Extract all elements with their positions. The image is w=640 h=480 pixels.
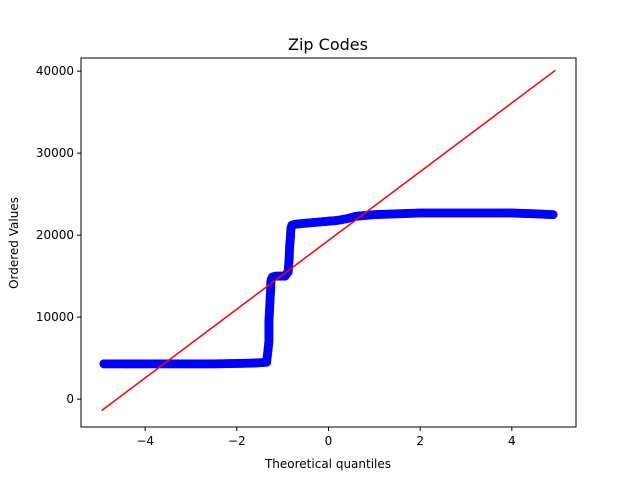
x-tick-label: −2 [228,434,246,448]
x-axis: −4 −2 0 2 4 [136,427,516,448]
y-tick-label: 20000 [36,228,74,242]
fit-line [101,69,556,412]
plot-area [80,57,577,428]
x-tick-label: 2 [416,434,424,448]
y-axis-label: Ordered Values [7,197,21,289]
reference-line [101,69,556,412]
y-tick-label: 40000 [36,64,74,78]
y-tick-label: 30000 [36,146,74,160]
chart-title: Zip Codes [288,35,368,54]
y-tick-label: 0 [66,392,74,406]
y-tick-label: 10000 [36,310,74,324]
x-tick-label: 4 [508,434,516,448]
x-axis-label: Theoretical quantiles [264,457,391,471]
x-tick-label: −4 [136,434,154,448]
x-tick-label: 0 [325,434,333,448]
data-point [548,210,558,220]
data-points [99,208,558,369]
y-axis: 0 10000 20000 30000 40000 [36,64,81,406]
